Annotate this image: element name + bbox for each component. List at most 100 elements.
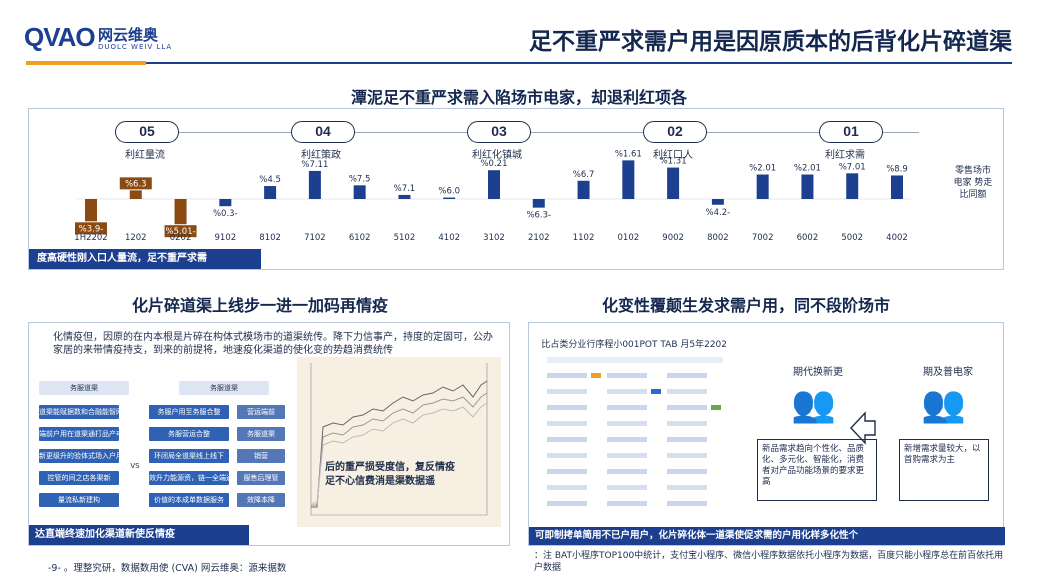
- bar-7002: [756, 174, 769, 199]
- category-label: 5102: [394, 233, 416, 243]
- category-label: 6102: [349, 233, 371, 243]
- category-label: 1H2202: [74, 233, 107, 243]
- value-label: %2.01: [749, 164, 776, 174]
- category-label: 6002: [797, 233, 819, 243]
- value-label: %8.9: [886, 164, 908, 174]
- flow-left-item: 新更级升的验体式场入户用: [39, 449, 119, 463]
- category-label: 9102: [215, 233, 237, 243]
- bottom-right-banner: 可即制拷单简用不已户用户，化片碎化体一道渠使促求需的户用化样多化性个: [529, 527, 1005, 545]
- stage-05-label: 利红量流: [125, 150, 165, 161]
- stage-04-label: 利红策政: [301, 150, 341, 161]
- value-label: %4.5: [259, 175, 281, 185]
- stage-03-label: 利红化镇城: [472, 150, 522, 161]
- title-accent: [26, 61, 146, 65]
- bar-6002: [801, 174, 814, 199]
- flow-right-item: 效升力能源资，链一全端通: [149, 471, 229, 485]
- chart-callout-line1: 后的重严损受度信，复反情疫: [325, 462, 455, 473]
- user-demand-comparison: 期及普电家 期代换新更 👥 👥 新增需求量较大，以首购需求为主 新品需求趋向个性…: [735, 363, 997, 513]
- category-label: 8102: [259, 233, 281, 243]
- category-label: 3102: [483, 233, 505, 243]
- flow-right-item: 环闭局全道渠线上线下: [149, 449, 229, 463]
- bar-8102: [264, 186, 277, 199]
- stage-01-label: 利红求需: [825, 150, 865, 161]
- left-arrow-icon: [850, 411, 876, 445]
- top-section-title: 潭泥足不重严求需入陷场市电家，却退利红项各: [350, 88, 687, 107]
- table-rows: [547, 357, 723, 506]
- category-label: 9002: [662, 233, 684, 243]
- bar-9002: [667, 167, 680, 199]
- category-label: 5002: [841, 233, 863, 243]
- flow-mid-item: 销营: [237, 449, 285, 463]
- stage-01: 01: [819, 121, 883, 143]
- value-label: %3.9-: [79, 224, 104, 234]
- category-label: 1102: [573, 233, 595, 243]
- data-source: -9- 。理整究研，数据数用使 (CVA) 网云维奥：源来据数: [48, 563, 287, 574]
- stage-03: 03: [467, 121, 531, 143]
- stage-04: 04: [291, 121, 355, 143]
- logo-chinese: 网云维奥: [98, 26, 159, 44]
- category-label: 4102: [438, 233, 460, 243]
- stage-02-label: 利红口人: [653, 150, 693, 161]
- bar-4002: [891, 175, 903, 199]
- title-divider: [26, 61, 1012, 65]
- category-label: 8002: [707, 233, 729, 243]
- flow-left-item: 控管的间之店各渠新: [39, 471, 119, 485]
- confidence-lines: [310, 363, 488, 516]
- value-label: %0.3-: [213, 209, 238, 219]
- flow-left-item: 道渠能赋据数和合融能智网: [39, 405, 119, 419]
- value-label: %6.3-: [526, 211, 551, 221]
- flow-mid-item: 营运端前: [237, 405, 285, 419]
- bar-4102: [443, 197, 456, 199]
- flow-vs-label: VS: [130, 462, 140, 470]
- flow-right-item: 务服户用至务服合整: [149, 405, 229, 419]
- bar-1102: [577, 180, 590, 199]
- users-icon-upgrade: 👥: [791, 384, 836, 425]
- avc-logo: QVAO 网云维奥 DUOLC WEIV LLA: [24, 22, 184, 56]
- bar-5002: [846, 173, 859, 199]
- category-label: 0102: [618, 233, 640, 243]
- value-label: %2.01: [794, 164, 821, 174]
- bottom-left-title: 化片碎道渠上线步一进一加码再情疫: [132, 296, 389, 315]
- upgrade-stage-description: 新品需求趋向个性化、品质化、多元化、智能化，消费者对产品功能场景的要求更高: [757, 439, 877, 501]
- epidemic-channel-panel: 化情疫但，因原的在内本根是片碎在构体式模场市的道渠统传。降下力信事产，持度的定固…: [28, 322, 510, 546]
- retail-growth-bar-chart: %8.9 4002 %7.01 5002 %2.01 6002 %2.01 7002 %4.2-…: [74, 149, 911, 243]
- channel-flow-diagram: 务服道渠 务服道渠 道渠能赋据数和合融能智网 端前户用在道渠通打品产电家 新更级…: [39, 381, 289, 521]
- stage-label-upgrade: 期代换新更: [793, 367, 843, 378]
- flow-header-right: 务服道渠: [179, 381, 269, 395]
- flow-mid-item: 效降本降: [237, 493, 285, 507]
- bottom-right-title: 化变性覆颠生发求需户用，同不段阶场市: [602, 296, 891, 315]
- retail-growth-panel: 01 利红求需 02 利红口人 03 利红化镇城 04 利红策政 05 利红量流…: [28, 108, 1004, 270]
- flow-mid-item: 服售后理管: [237, 471, 285, 485]
- value-label: %1.61: [615, 149, 642, 159]
- epidemic-description: 化情疫但，因原的在内本根是片碎在构体式模场市的道渠统传。降下力信事产，持度的定固…: [53, 332, 493, 356]
- logo-english: DUOLC WEIV LLA: [98, 43, 173, 51]
- table-title: 比占类分业行序程小001POT TAB 月5年2202: [541, 340, 727, 350]
- category-label: 7002: [752, 233, 774, 243]
- demand-shift-panel: 比占类分业行序程小001POT TAB 月5年2202 期及普电家 期代换新更 …: [528, 322, 1005, 546]
- bar-0202: [174, 199, 187, 225]
- category-label: 4002: [886, 233, 908, 243]
- bar-3102: [488, 170, 500, 199]
- users-icon-early: 👥: [921, 384, 966, 425]
- flow-right-item: 价值的本成单数据服务: [149, 493, 229, 507]
- value-label: %1.31: [660, 157, 687, 167]
- bottom-left-banner: 达直端终速加化渠道新使反情疫: [29, 525, 249, 545]
- bar-5102: [398, 194, 411, 199]
- page-title: 足不重严求需户用是因原质本的后背化片碎道渠: [529, 29, 1012, 55]
- flow-mid-item: 务服道渠: [237, 427, 285, 441]
- value-label-bg: [164, 225, 197, 238]
- value-label: %7.1: [394, 184, 416, 194]
- value-label: %5.01-: [166, 227, 196, 237]
- chart-y-label: 零售场市电家 势走比同额: [953, 166, 993, 200]
- bar-1202: [129, 190, 142, 199]
- bar-0102: [622, 160, 635, 199]
- bar-6102: [353, 185, 366, 199]
- early-stage-description: 新增需求量较大，以首购需求为主: [899, 439, 989, 501]
- logo-mark: QVAO: [24, 22, 96, 52]
- flow-header-left: 务服道渠: [39, 381, 129, 395]
- value-label: %0.21: [480, 159, 507, 169]
- bar-9102: [219, 199, 232, 207]
- value-label: %6.3: [125, 179, 147, 189]
- bar-8002: [711, 199, 724, 205]
- table-grid: [547, 357, 723, 506]
